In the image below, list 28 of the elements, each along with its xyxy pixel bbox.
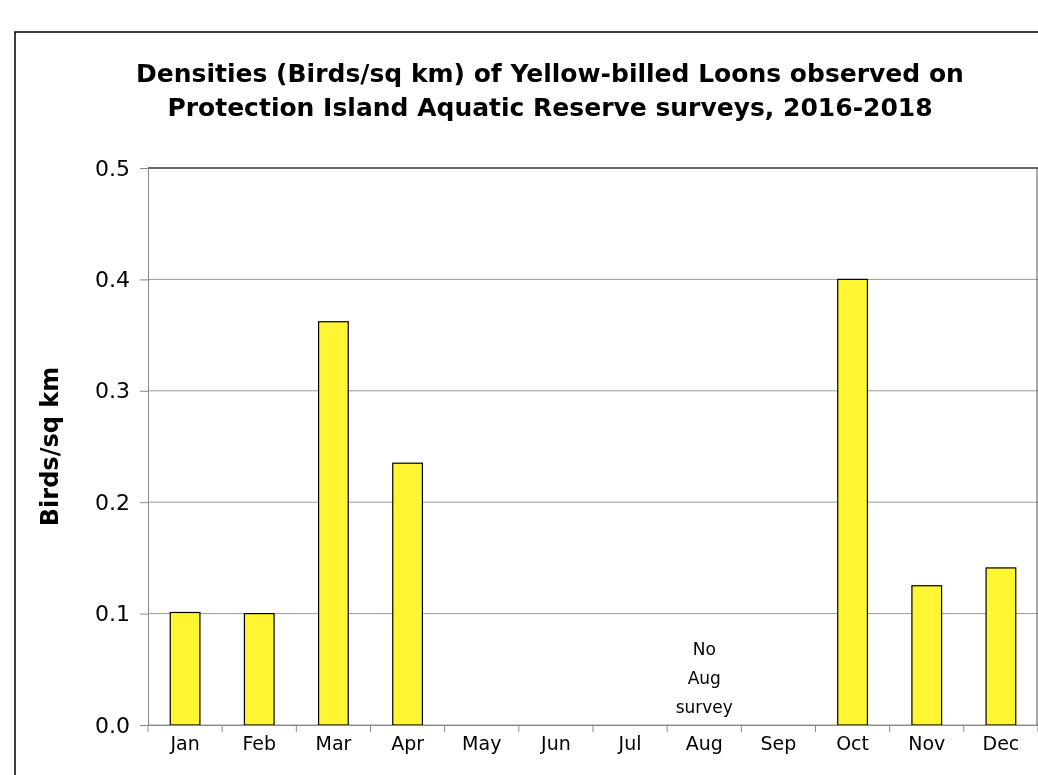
bar	[169, 611, 201, 726]
x-tick-label: Feb	[242, 732, 277, 755]
y-tick-label: 0.5	[95, 155, 130, 181]
x-tick-label: Sep	[760, 732, 797, 755]
bar	[837, 278, 869, 726]
y-tick-label: 0.0	[95, 712, 130, 738]
annotation: No Aug survey	[675, 639, 733, 717]
x-tick-label: Jun	[540, 732, 571, 755]
chart-title: Densities (Birds/sq km) of Yellow-billed Loons observed on Protection Island Aquatic Reserve surveys, 2016-2018	[136, 59, 964, 122]
x-tick-label: Oct	[836, 732, 870, 755]
bar	[985, 567, 1017, 726]
x-tick-label: Jan	[169, 732, 200, 755]
bar	[911, 585, 943, 726]
y-tick-label: 0.4	[95, 266, 130, 292]
y-tick-label: 0.1	[95, 601, 130, 627]
y-tick-label: 0.3	[95, 378, 130, 404]
y-axis-title: Birds/sq km	[36, 366, 64, 527]
x-tick-label: Apr	[391, 732, 425, 755]
x-tick-label: Nov	[908, 732, 946, 755]
bar	[392, 462, 424, 726]
x-tick-label: Jul	[617, 732, 642, 755]
y-tick-label: 0.2	[95, 489, 130, 515]
x-tick-label: Aug	[685, 732, 723, 755]
bar	[243, 613, 275, 726]
x-tick-label: May	[462, 732, 502, 755]
bar	[317, 321, 349, 726]
x-tick-label: Mar	[315, 732, 352, 755]
x-tick-label: Dec	[982, 732, 1020, 755]
